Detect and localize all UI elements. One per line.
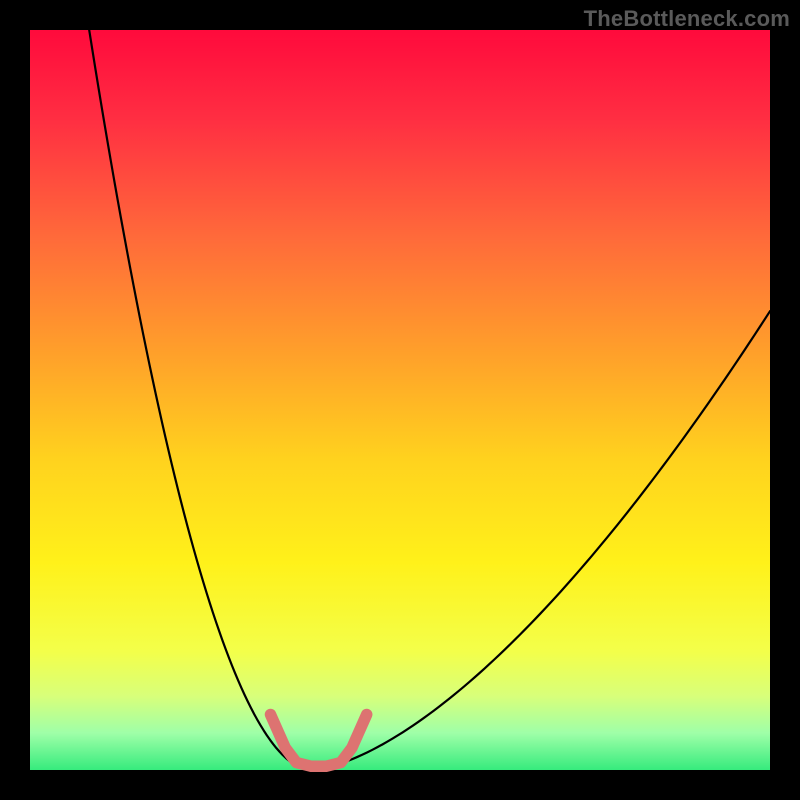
bottleneck-chart	[0, 0, 800, 800]
gradient-background	[30, 30, 770, 770]
chart-stage: TheBottleneck.com	[0, 0, 800, 800]
watermark-label: TheBottleneck.com	[584, 6, 790, 32]
